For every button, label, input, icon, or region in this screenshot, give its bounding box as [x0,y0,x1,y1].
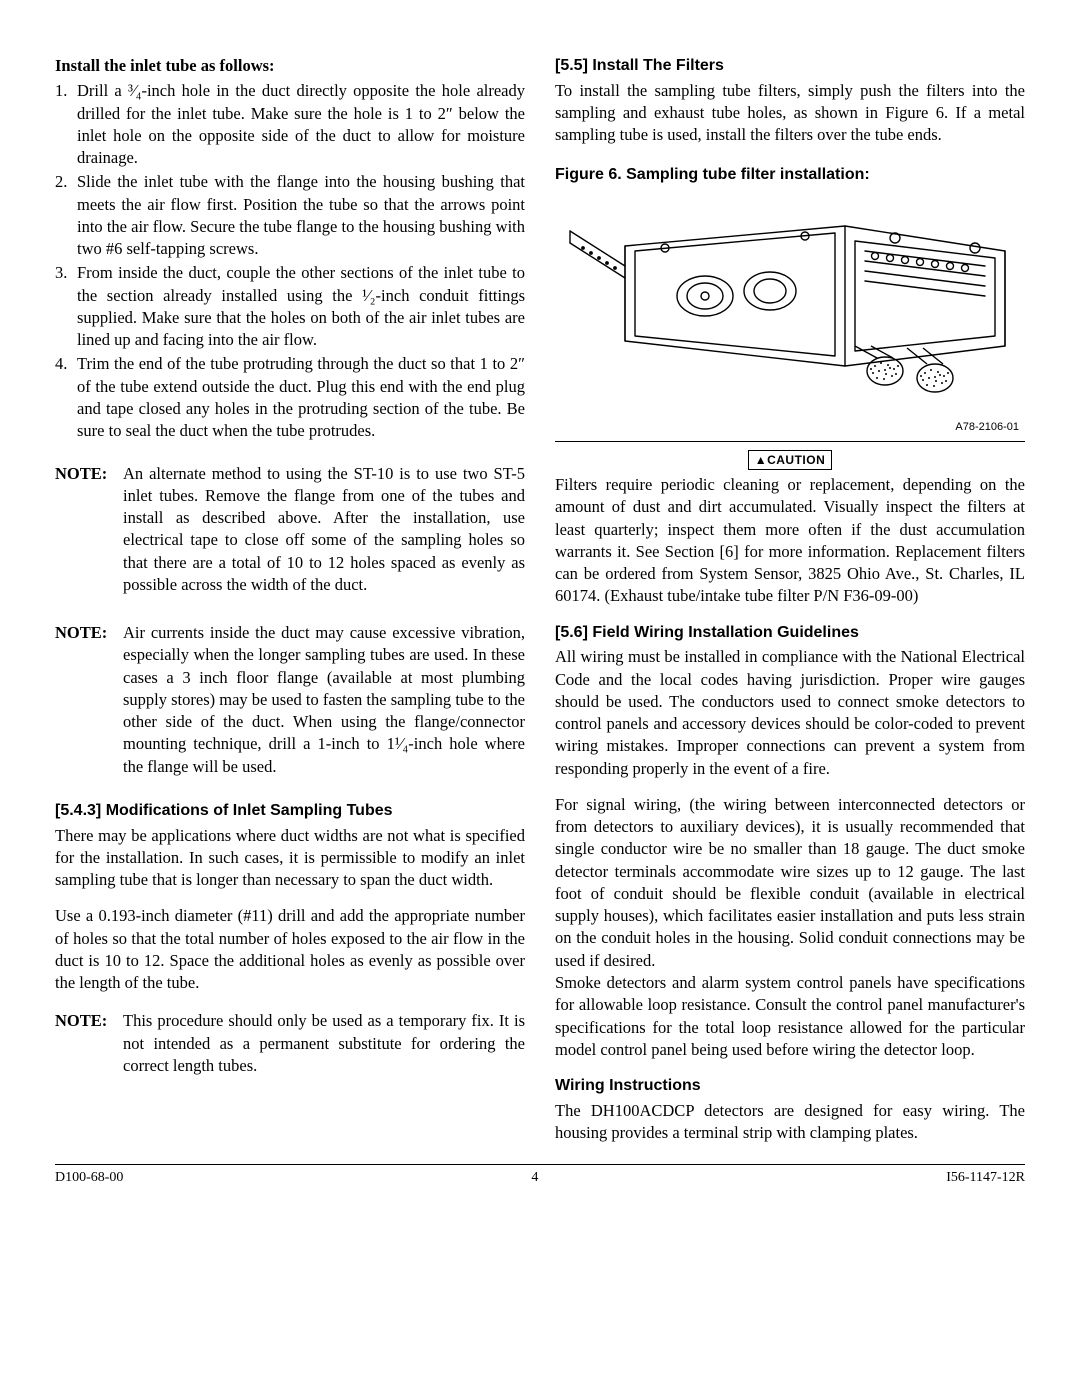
note-1: NOTE: An alternate method to using the S… [55,463,525,597]
figure-6: A78-2106-01 [555,196,1025,442]
step-text: Drill a ³⁄₄-inch hole in the duct direct… [77,80,525,169]
caution-row: ▲CAUTION [555,448,1025,470]
step-2: 2.Slide the inlet tube with the flange i… [55,171,525,260]
right-column: [5.5] Install The Filters To install the… [555,55,1025,1144]
caution-badge: ▲CAUTION [748,450,833,470]
para-5-6-c: Smoke detectors and alarm system control… [555,972,1025,1061]
install-steps: 1.Drill a ³⁄₄-inch hole in the duct dire… [55,80,525,442]
step-3: 3.From inside the duct, couple the other… [55,262,525,351]
step-4: 4.Trim the end of the tube protruding th… [55,353,525,442]
note-2: NOTE: Air currents inside the duct may c… [55,622,525,778]
note-3: NOTE: This procedure should only be used… [55,1010,525,1077]
heading-5-5: [5.5] Install The Filters [555,55,1025,77]
note-text: This procedure should only be used as a … [123,1010,525,1077]
para-5-4-3-b: Use a 0.193-inch diameter (#11) drill an… [55,905,525,994]
inlet-intro: Install the inlet tube as follows: [55,55,525,77]
para-wiring: The DH100ACDCP detectors are designed fo… [555,1100,1025,1145]
note-label: NOTE: [55,622,123,778]
figure-6-svg [555,196,1025,416]
heading-wiring: Wiring Instructions [555,1075,1025,1097]
caution-text: Filters require periodic cleaning or rep… [555,474,1025,608]
step-text: Slide the inlet tube with the flange int… [77,171,525,260]
figure-6-ref: A78-2106-01 [555,416,1025,441]
heading-5-6: [5.6] Field Wiring Installation Guidelin… [555,622,1025,644]
footer-page-number: 4 [531,1169,538,1188]
para-5-6-b: For signal wiring, (the wiring between i… [555,794,1025,972]
step-num: 1. [55,80,77,169]
note-label: NOTE: [55,1010,123,1077]
step-text: From inside the duct, couple the other s… [77,262,525,351]
step-num: 2. [55,171,77,260]
note-text: An alternate method to using the ST-10 i… [123,463,525,597]
step-num: 4. [55,353,77,442]
para-5-4-3-a: There may be applications where duct wid… [55,825,525,892]
footer-right: I56-1147-12R [946,1169,1025,1188]
figure-6-label: Figure 6. Sampling tube filter installat… [555,164,1025,186]
footer-left: D100-68-00 [55,1169,123,1188]
step-1: 1.Drill a ³⁄₄-inch hole in the duct dire… [55,80,525,169]
heading-5-4-3: [5.4.3] Modifications of Inlet Sampling … [55,800,525,822]
left-column: Install the inlet tube as follows: 1.Dri… [55,55,525,1144]
note-label: NOTE: [55,463,123,597]
page-footer: D100-68-00 4 I56-1147-12R [55,1164,1025,1188]
step-text: Trim the end of the tube protruding thro… [77,353,525,442]
page-content: Install the inlet tube as follows: 1.Dri… [55,55,1025,1144]
para-5-5: To install the sampling tube filters, si… [555,80,1025,147]
step-num: 3. [55,262,77,351]
para-5-6-a: All wiring must be installed in complian… [555,646,1025,780]
note-text: Air currents inside the duct may cause e… [123,622,525,778]
